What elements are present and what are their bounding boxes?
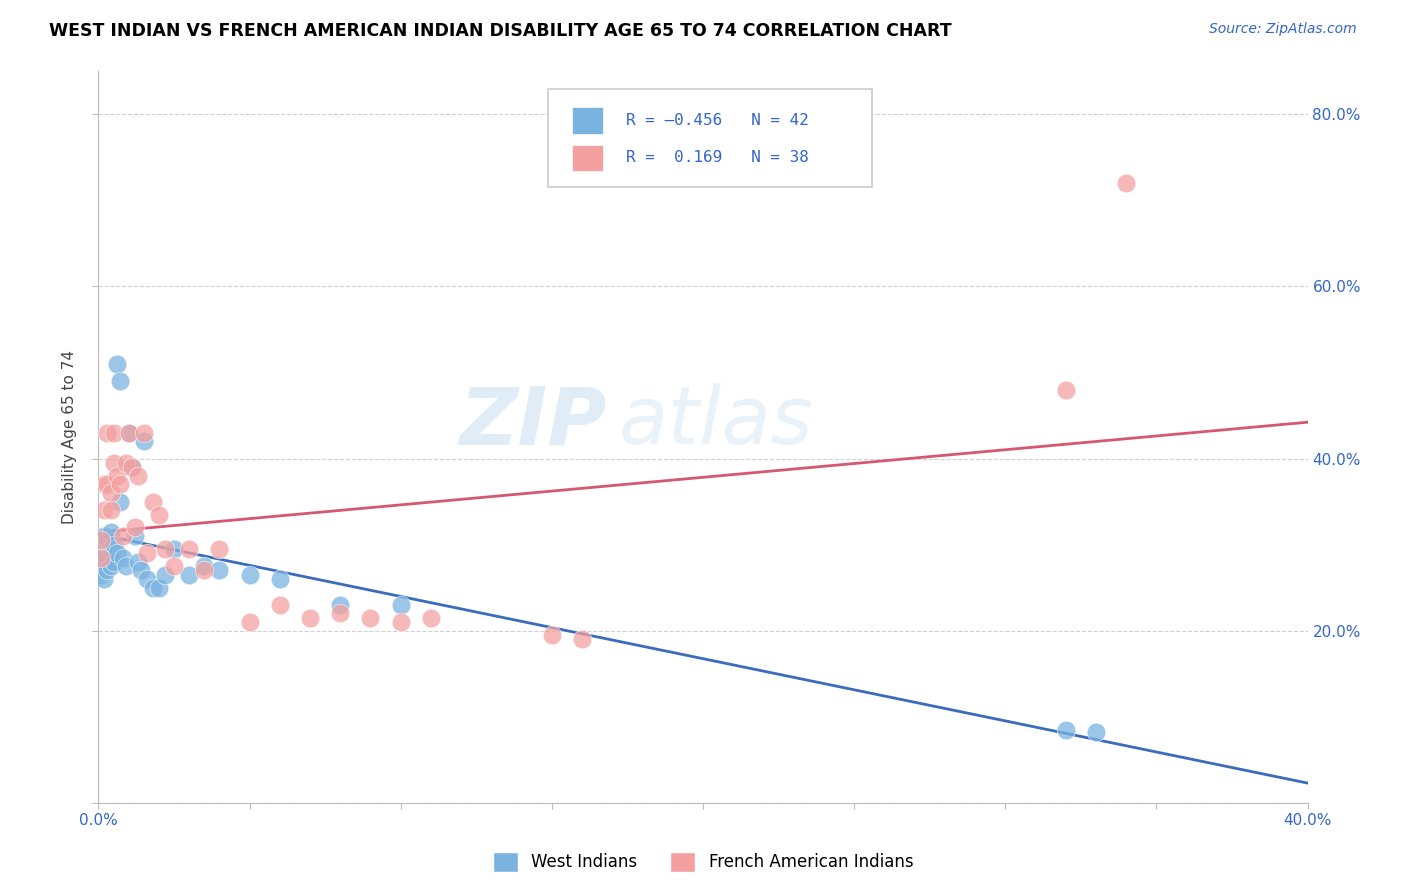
Point	[540, 628, 562, 642]
Point	[114, 456, 136, 470]
Point	[93, 572, 115, 586]
Point	[103, 425, 125, 440]
Point	[1115, 176, 1137, 190]
Point	[90, 559, 112, 574]
Point	[108, 374, 131, 388]
Point	[135, 546, 157, 560]
Text: R = –0.456   N = 42: R = –0.456 N = 42	[626, 113, 808, 128]
Point	[121, 460, 143, 475]
Point	[208, 541, 231, 556]
Point	[111, 550, 134, 565]
Point	[118, 425, 141, 440]
Point	[329, 607, 352, 621]
Point	[360, 611, 382, 625]
Point	[1054, 383, 1077, 397]
Point	[118, 425, 141, 440]
Point	[90, 541, 112, 556]
Point	[163, 559, 186, 574]
Point	[329, 598, 352, 612]
Point	[100, 503, 122, 517]
Point	[114, 559, 136, 574]
Point	[121, 460, 143, 475]
Point	[148, 508, 170, 522]
Point	[239, 567, 262, 582]
Point	[103, 538, 125, 552]
Point	[129, 564, 152, 578]
Point	[135, 572, 157, 586]
Point	[163, 541, 186, 556]
Point	[96, 425, 118, 440]
Point	[142, 494, 165, 508]
Point	[103, 555, 125, 569]
Text: ZIP: ZIP	[458, 384, 606, 461]
Point	[571, 632, 593, 647]
Point	[96, 564, 118, 578]
Point	[1085, 725, 1108, 739]
Point	[299, 611, 322, 625]
Point	[153, 541, 176, 556]
Point	[239, 615, 262, 629]
Point	[105, 357, 128, 371]
Point	[100, 486, 122, 500]
Point	[90, 567, 112, 582]
Point	[93, 503, 115, 517]
Point	[100, 524, 122, 539]
Text: atlas: atlas	[619, 384, 813, 461]
Point	[193, 559, 215, 574]
Point	[179, 541, 201, 556]
Point	[132, 425, 155, 440]
Point	[389, 598, 412, 612]
Point	[111, 529, 134, 543]
Point	[96, 533, 118, 548]
Point	[105, 546, 128, 560]
Point	[127, 555, 149, 569]
Point	[93, 529, 115, 543]
Point	[179, 567, 201, 582]
Point	[90, 550, 112, 565]
Point	[124, 529, 146, 543]
Point	[90, 550, 112, 565]
Point	[96, 477, 118, 491]
Point	[132, 434, 155, 449]
Point	[148, 581, 170, 595]
Point	[389, 615, 412, 629]
Point	[93, 559, 115, 574]
Point	[108, 477, 131, 491]
Point	[269, 598, 291, 612]
Point	[269, 572, 291, 586]
Point	[100, 541, 122, 556]
Point	[96, 550, 118, 565]
Text: R =  0.169   N = 38: R = 0.169 N = 38	[626, 151, 808, 165]
Point	[1054, 723, 1077, 737]
Y-axis label: Disability Age 65 to 74: Disability Age 65 to 74	[62, 350, 77, 524]
Point	[124, 520, 146, 534]
Point	[108, 494, 131, 508]
Point	[127, 468, 149, 483]
Text: WEST INDIAN VS FRENCH AMERICAN INDIAN DISABILITY AGE 65 TO 74 CORRELATION CHART: WEST INDIAN VS FRENCH AMERICAN INDIAN DI…	[49, 22, 952, 40]
Point	[105, 468, 128, 483]
Point	[420, 611, 443, 625]
Point	[93, 546, 115, 560]
Point	[93, 477, 115, 491]
Legend: West Indians, French American Indians: West Indians, French American Indians	[486, 845, 920, 879]
Point	[208, 564, 231, 578]
Point	[103, 456, 125, 470]
Text: Source: ZipAtlas.com: Source: ZipAtlas.com	[1209, 22, 1357, 37]
Point	[193, 564, 215, 578]
Point	[90, 533, 112, 548]
Point	[153, 567, 176, 582]
Point	[142, 581, 165, 595]
Point	[100, 559, 122, 574]
